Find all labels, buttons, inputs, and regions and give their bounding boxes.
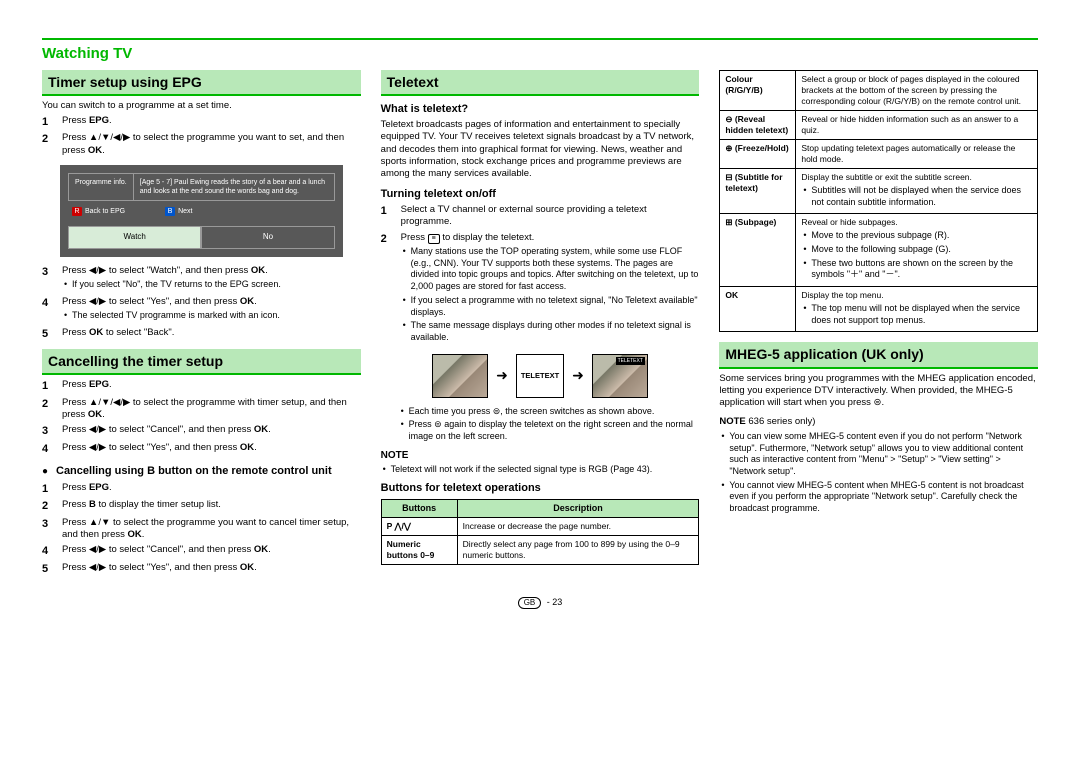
ops-label: ⊞ (Subpage) xyxy=(720,214,796,287)
buttons-ops: Buttons for teletext operations xyxy=(381,481,700,495)
timer-title: Timer setup using EPG xyxy=(42,70,361,96)
ops-label: OK xyxy=(720,287,796,332)
teletext-steps: 1Select a TV channel or external source … xyxy=(381,204,700,346)
ops-desc: Display the top menu.The top menu will n… xyxy=(796,287,1038,332)
section-header: Watching TV xyxy=(42,44,1038,64)
intro: You can switch to a programme at a set t… xyxy=(42,100,361,112)
note-head: NOTE xyxy=(719,416,745,427)
img-normal xyxy=(432,354,488,398)
b-badge: B xyxy=(165,207,175,216)
cancel-b-steps: 1Press EPG. 2Press B to display the time… xyxy=(42,482,361,576)
buttons-table: ButtonsDescription P ⋀/⋁Increase or decr… xyxy=(381,499,700,566)
mheg-title: MHEG-5 application (UK only) xyxy=(719,342,1038,368)
col-1: Timer setup using EPG You can switch to … xyxy=(42,70,361,579)
ops-desc: Reveal or hide hidden information such a… xyxy=(796,110,1038,139)
teletext-title: Teletext xyxy=(381,70,700,96)
timer-steps: 1Press EPG. 2Press ▲/▼/◀/▶ to select the… xyxy=(42,115,361,157)
ops-label: Colour (R/G/Y/B) xyxy=(720,70,796,110)
ops-desc: Stop updating teletext pages automatical… xyxy=(796,139,1038,168)
ops-label: ⊕ (Freeze/Hold) xyxy=(720,139,796,168)
ops-desc: Reveal or hide subpages.Move to the prev… xyxy=(796,214,1038,287)
top-rule xyxy=(42,38,1038,40)
page-footer: GB - 23 xyxy=(42,597,1038,609)
note-label: NOTE xyxy=(381,449,700,462)
cancel-title: Cancelling the timer setup xyxy=(42,349,361,375)
timer-steps-cont: 3Press ◀/▶ to select "Watch", and then p… xyxy=(42,265,361,341)
columns: Timer setup using EPG You can switch to … xyxy=(42,70,1038,579)
ops-label: ⊟ (Subtitle for teletext) xyxy=(720,168,796,213)
teletext-label: TELETEXT xyxy=(516,354,564,398)
ops-desc: Select a group or block of pages display… xyxy=(796,70,1038,110)
ops-table: Colour (R/G/Y/B)Select a group or block … xyxy=(719,70,1038,333)
ops-desc: Display the subtitle or exit the subtitl… xyxy=(796,168,1038,213)
turning-onoff: Turning teletext on/off xyxy=(381,187,700,201)
mheg-desc: Some services bring you programmes with … xyxy=(719,373,1038,410)
cancel-steps: 1Press EPG. 2Press ▲/▼/◀/▶ to select the… xyxy=(42,379,361,456)
epg-desc: [Age 5 - 7] Paul Ewing reads the story o… xyxy=(134,174,334,200)
teletext-icon: ≡ xyxy=(428,234,440,244)
epg-no-btn: No xyxy=(201,226,334,248)
cancel-b-sub: Cancelling using B button on the remote … xyxy=(42,464,361,478)
teletext-desc: Teletext broadcasts pages of information… xyxy=(381,119,700,181)
arrow-icon: ➜ xyxy=(572,366,584,384)
epg-mock: Programme info. [Age 5 - 7] Paul Ewing r… xyxy=(60,165,343,257)
col-2: Teletext What is teletext? Teletext broa… xyxy=(381,70,700,579)
what-is: What is teletext? xyxy=(381,102,700,116)
r-badge: R xyxy=(72,207,82,216)
epg-watch-btn: Watch xyxy=(68,226,201,248)
teletext-diagram: ➜ TELETEXT ➜ TELETEXT xyxy=(381,354,700,398)
gb-badge: GB xyxy=(518,597,542,609)
col-3: Colour (R/G/Y/B)Select a group or block … xyxy=(719,70,1038,579)
img-split: TELETEXT xyxy=(592,354,648,398)
arrow-icon: ➜ xyxy=(496,366,508,384)
ops-label: ⊖ (Reveal hidden teletext) xyxy=(720,110,796,139)
epg-info-label: Programme info. xyxy=(69,174,134,200)
